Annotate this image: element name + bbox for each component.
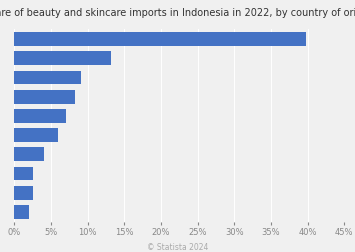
Bar: [14, 167, 33, 181]
Bar: [14, 148, 44, 162]
Bar: [14, 52, 111, 66]
Text: Share of beauty and skincare imports in Indonesia in 2022, by country of origin: Share of beauty and skincare imports in …: [0, 8, 355, 18]
Bar: [14, 186, 33, 200]
Bar: [14, 205, 29, 219]
Text: © Statista 2024: © Statista 2024: [147, 242, 208, 251]
Bar: [14, 129, 58, 142]
Bar: [14, 33, 306, 47]
Bar: [14, 110, 66, 123]
Bar: [14, 71, 81, 85]
Bar: [14, 90, 75, 104]
